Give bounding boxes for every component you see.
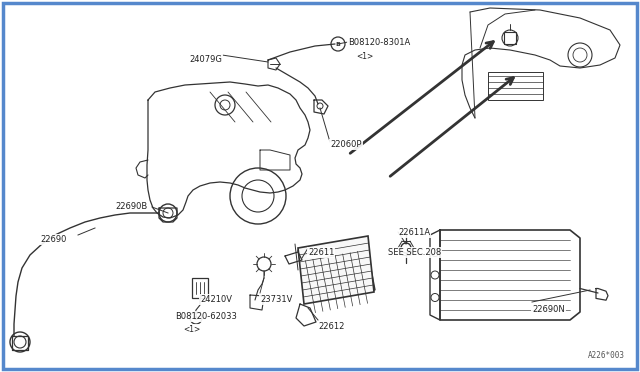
Text: B08120-8301A: B08120-8301A [348, 38, 410, 47]
Text: 22690: 22690 [40, 235, 67, 244]
Text: 22690B: 22690B [115, 202, 147, 211]
Bar [488, 72, 543, 100]
Text: 22060P: 22060P [330, 140, 362, 149]
Bar [192, 278, 208, 298]
Text: B: B [335, 42, 340, 46]
Text: 24210V: 24210V [200, 295, 232, 304]
Text: <1>: <1> [356, 52, 373, 61]
Text: 23731V: 23731V [260, 295, 292, 304]
Text: <1>: <1> [183, 325, 200, 334]
Polygon shape [298, 238, 375, 302]
Text: 22690N: 22690N [532, 305, 564, 314]
Text: SEE SEC.208: SEE SEC.208 [388, 248, 441, 257]
Polygon shape [298, 236, 374, 304]
Text: A226*003: A226*003 [588, 351, 625, 360]
Text: B: B [194, 315, 198, 321]
Text: 22611: 22611 [308, 248, 334, 257]
Text: 22612: 22612 [318, 322, 344, 331]
Text: 24079G: 24079G [189, 55, 222, 64]
Text: B08120-62033: B08120-62033 [175, 312, 237, 321]
Text: 22611A: 22611A [398, 228, 430, 237]
